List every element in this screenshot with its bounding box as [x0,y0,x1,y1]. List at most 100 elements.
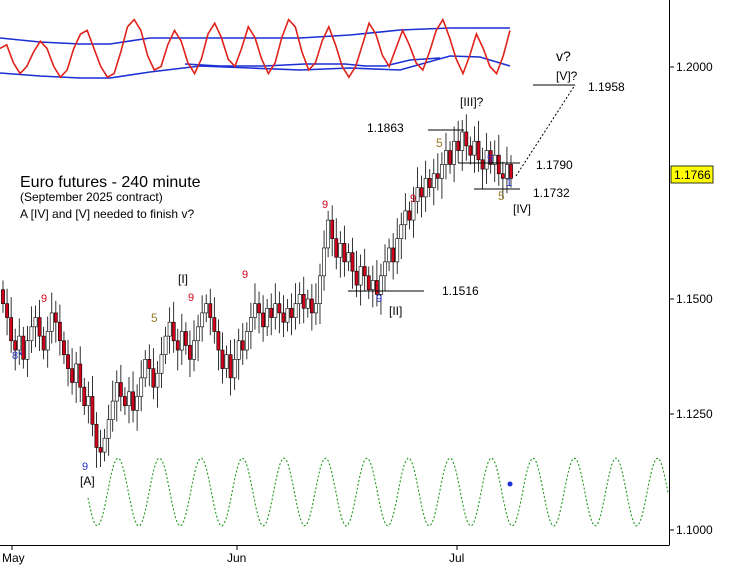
candle-body [228,354,233,379]
candle-body [456,140,461,151]
candle-body [244,331,249,351]
candle-body [106,419,111,439]
candle-body [49,312,54,332]
candle-body [70,368,74,383]
candle-body [102,437,107,453]
red-count-9: 9 [41,293,47,305]
candle-body [261,312,265,328]
candle-body [492,154,497,165]
candle-body [297,294,302,304]
candle-body [86,396,91,407]
upper-band-line [0,27,510,45]
candle-body [216,331,221,351]
candle-body [399,224,404,239]
chart-note: A [IV] and [V] needed to finish v? [20,207,194,221]
wave-label-ii: [II] [389,304,402,318]
candle-body [362,266,367,277]
candle-body [62,340,66,355]
candle-body [326,219,331,249]
wave-label-iii: [III]? [460,95,484,109]
wave-label-v: [V]? [556,69,578,83]
candle-body [395,238,400,263]
candle-body [318,275,322,304]
candle-body [330,219,335,239]
candle-body [240,340,245,351]
candle-body [151,368,156,388]
candle-body [192,340,196,360]
olive-count-5: 5 [436,136,443,150]
candle-body [257,303,261,314]
candle-body [500,173,505,179]
candle-body [289,307,294,318]
candle-body [78,363,83,388]
candle-body [159,354,164,374]
candle-body [309,298,314,314]
candle-body [293,303,298,318]
candle-body [383,261,387,277]
candle-body [17,335,22,351]
last-price-label: 1.1766 [674,168,711,182]
candle-body [387,247,391,263]
candle-body [123,396,127,407]
candle-body [277,303,282,314]
x-tick-label: Jul [449,551,464,565]
cycle-current-dot [507,481,513,487]
candle-body [366,275,371,291]
candle-body [379,275,383,295]
candle-body [431,173,436,188]
candle-body [444,150,448,165]
red-count-9: 9 [242,269,248,281]
candle-body [5,303,9,318]
candle-body [435,173,440,179]
candle-body [147,359,152,369]
candle-body [338,243,343,258]
candle-body [114,382,119,402]
candle-body [358,266,363,286]
lower-band-line [0,55,511,79]
candle-body [13,340,18,351]
x-axis: May Jun Jul [2,545,464,565]
price-label-1863: 1.1863 [367,121,404,135]
price-label-1790: 1.1790 [536,158,573,172]
chart-title: Euro futures - 240 minute [20,174,201,191]
wave-label-a: [A] [80,474,95,488]
candle-body [253,303,257,318]
y-tick-label: 1.1250 [676,407,713,421]
candle-body [374,280,379,295]
candle-body [66,354,70,369]
candle-body [82,386,87,407]
candle-body [179,331,184,351]
candle-body [127,391,131,407]
candle-body [411,201,416,221]
candle-body [41,335,46,351]
candle-body [45,331,50,351]
candle-body [273,303,278,318]
candle-body [9,317,14,342]
last-price-badge: 1.1766 [670,165,714,184]
candle-body [440,164,444,179]
candle-body [33,317,38,328]
candle-body [460,131,465,151]
candle-body [496,154,501,175]
candle-body [139,377,144,397]
cycle-wave-line [87,457,669,527]
candle-body [200,312,205,328]
candle-body [407,210,412,221]
candle-body [423,178,428,198]
candle-body [488,150,493,165]
candlestick-series [1,114,513,468]
candle-body [350,252,355,272]
annotation-lines [348,84,576,292]
candle-body [183,331,188,346]
candle-body [118,382,123,397]
blue-count-8: 8* [12,350,23,362]
candle-body [354,270,359,286]
candle-body [448,150,452,165]
candle-body [346,252,351,263]
candle-body [98,447,103,453]
candle-body [1,289,5,304]
wave-label-i: [I] [178,272,188,286]
candle-body [94,423,99,448]
candle-body [301,294,306,309]
